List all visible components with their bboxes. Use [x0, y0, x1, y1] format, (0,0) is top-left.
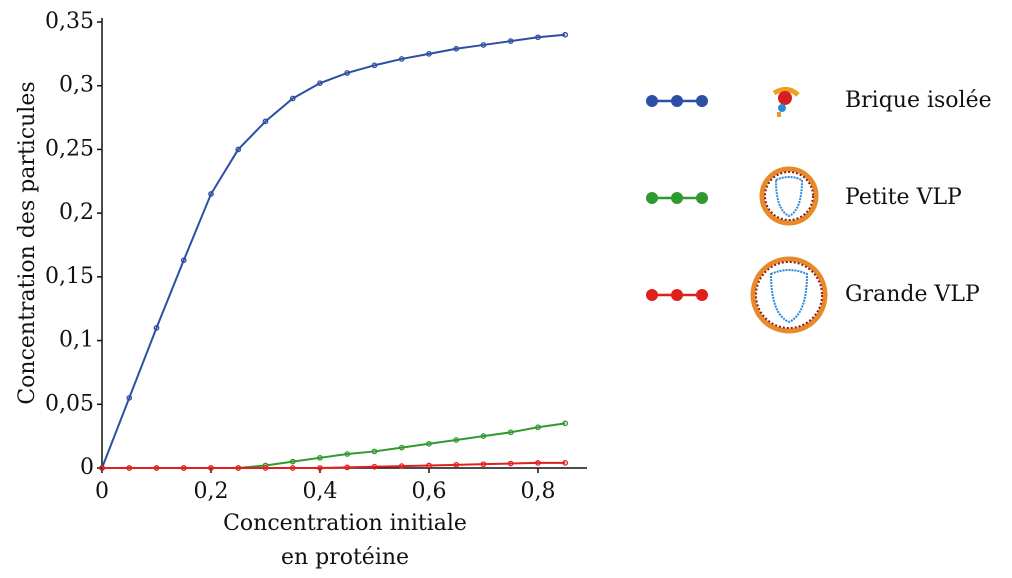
legend-label: Grande VLP [845, 282, 980, 307]
data-point [535, 34, 541, 41]
data-point [398, 56, 405, 62]
data-point [208, 191, 214, 197]
y-tick-label: 0,3 [59, 73, 94, 98]
legend-marker [671, 289, 683, 301]
x-axis-label: Concentration initiale [223, 511, 467, 536]
legend-label: Petite VLP [845, 185, 962, 210]
y-tick-label: 0,35 [45, 9, 94, 34]
data-point [453, 461, 460, 468]
y-tick-label: 0,1 [59, 328, 94, 353]
legend-marker [646, 95, 658, 107]
data-point [180, 257, 187, 264]
data-point [289, 465, 296, 471]
data-point [180, 465, 187, 471]
legend-marker [646, 192, 658, 204]
data-point [317, 454, 323, 461]
legend-marker [696, 192, 708, 204]
data-point [535, 460, 541, 466]
y-axis-label: Concentration des particules [15, 81, 40, 404]
data-point [235, 146, 242, 153]
data-point [453, 45, 460, 52]
x-axis-label: en protéine [281, 545, 409, 570]
data-point [262, 465, 269, 471]
legend-marker [671, 95, 683, 107]
data-point [235, 465, 242, 471]
x-tick-label: 0,2 [193, 479, 228, 504]
legend-label: Brique isolée [845, 88, 992, 113]
legend-icons [750, 87, 828, 334]
data-point [480, 461, 487, 468]
data-point [344, 70, 351, 76]
data-point [453, 437, 460, 443]
data-point [262, 118, 269, 125]
series-line [102, 461, 566, 469]
data-point [371, 62, 378, 69]
data-point [153, 465, 160, 471]
data-point [344, 451, 351, 457]
data-point [535, 424, 541, 431]
data-point [426, 51, 432, 57]
y-tick-label: 0,15 [45, 264, 94, 289]
data-point [507, 460, 514, 467]
data-point [317, 80, 323, 87]
series-line [102, 422, 566, 469]
data-point [317, 465, 323, 471]
legend-marker [696, 289, 708, 301]
data-point [99, 465, 105, 471]
data-point [426, 440, 432, 447]
y-tick-label: 0,25 [45, 136, 94, 161]
data-point [562, 460, 569, 466]
x-tick-label: 0 [95, 479, 109, 504]
data-point [289, 458, 296, 465]
data-point [562, 420, 569, 427]
data-point [480, 42, 487, 48]
data-point [153, 324, 160, 331]
data-point [126, 395, 133, 401]
data-point [426, 462, 432, 469]
x-tick-label: 0,8 [520, 479, 555, 504]
data-point [208, 465, 214, 471]
data-point [371, 463, 378, 470]
data-point [480, 433, 487, 439]
data-point [507, 38, 514, 44]
y-tick-label: 0,2 [59, 200, 94, 225]
y-tick-label: 0 [80, 455, 94, 480]
legend-marker [696, 95, 708, 107]
legend-marker [671, 192, 683, 204]
x-tick-label: 0,4 [302, 479, 337, 504]
data-point [371, 448, 378, 455]
x-tick-label: 0,6 [411, 479, 446, 504]
data-point [126, 465, 133, 471]
legend-marker [646, 289, 658, 301]
data-point [507, 429, 514, 436]
data-point [398, 463, 405, 469]
data-point [344, 464, 351, 471]
series-line [101, 33, 566, 469]
data-point [289, 95, 296, 102]
y-tick-label: 0,05 [45, 391, 94, 416]
data-point [398, 444, 405, 451]
data-point [562, 31, 569, 38]
